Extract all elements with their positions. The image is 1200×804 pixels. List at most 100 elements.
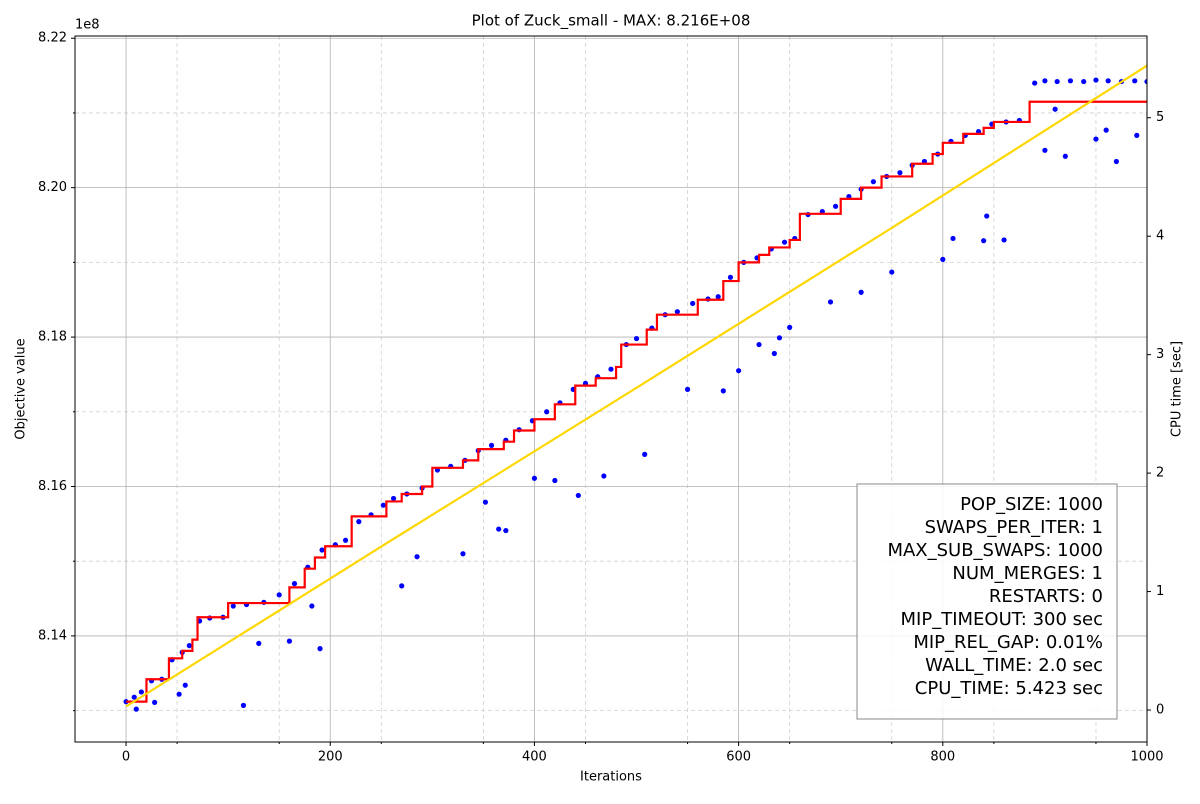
scatter-point bbox=[720, 388, 726, 394]
y-axis-label: Objective value bbox=[14, 338, 29, 439]
scatter-point bbox=[601, 473, 607, 479]
scatter-point bbox=[756, 341, 762, 348]
scatter-point bbox=[460, 551, 466, 557]
scatter-point bbox=[870, 179, 876, 185]
text-box-line: RESTARTS: 0 bbox=[989, 586, 1103, 607]
x-axis-label: Iterations bbox=[580, 770, 642, 785]
text-box-line: NUM_MERGES: 1 bbox=[952, 563, 1103, 584]
scatter-point bbox=[482, 499, 489, 505]
scatter-point bbox=[342, 537, 349, 543]
scatter-point bbox=[1052, 106, 1058, 112]
scatter-point bbox=[286, 638, 292, 644]
text-box-line: MAX_SUB_SWAPS: 1000 bbox=[887, 540, 1103, 561]
y-tick-label: 8.16 bbox=[38, 479, 67, 494]
scatter-point bbox=[897, 170, 903, 176]
scatter-point bbox=[240, 702, 247, 708]
scatter-point bbox=[715, 294, 721, 300]
scatter-point bbox=[256, 640, 262, 646]
y-tick-label: 8.18 bbox=[38, 330, 67, 345]
text-box-line: MIP_REL_GAP: 0.01% bbox=[913, 632, 1103, 653]
x-tick-label: 0 bbox=[122, 750, 130, 765]
scatter-point bbox=[496, 526, 502, 532]
scatter-point bbox=[1105, 78, 1111, 84]
chart-title: Plot of Zuck_small - MAX: 8.216E+08 bbox=[472, 12, 751, 31]
step-line bbox=[126, 100, 1147, 703]
scatter-point bbox=[291, 581, 298, 587]
x-tick-label: 400 bbox=[522, 750, 547, 765]
scatter-point bbox=[1093, 77, 1099, 83]
y-tick-label: 8.22 bbox=[38, 31, 67, 46]
scatter-point bbox=[319, 547, 325, 553]
scatter-point bbox=[984, 213, 990, 219]
scatter-point bbox=[317, 646, 323, 652]
scatter-point bbox=[176, 691, 182, 697]
scatter-point bbox=[399, 583, 405, 589]
scatter-point bbox=[690, 300, 696, 307]
scatter-point bbox=[380, 502, 386, 508]
scatter-point bbox=[1054, 78, 1060, 85]
scatter-point bbox=[390, 495, 397, 502]
scatter-point bbox=[1067, 78, 1074, 84]
scatter-point bbox=[552, 477, 558, 484]
scatter-point bbox=[138, 689, 144, 695]
scatter-point bbox=[981, 238, 987, 244]
y2-tick-label: 5 bbox=[1156, 110, 1164, 125]
x-tick-label: 200 bbox=[318, 750, 343, 765]
scatter-point bbox=[776, 335, 783, 341]
scatter-point bbox=[1062, 153, 1068, 159]
scatter-point bbox=[133, 706, 139, 712]
scatter-point bbox=[531, 475, 538, 481]
scatter-point bbox=[356, 519, 362, 525]
scatter-point bbox=[1132, 78, 1138, 84]
scatter-point bbox=[1113, 158, 1119, 165]
scatter-point bbox=[674, 309, 680, 315]
y2-tick-label: 4 bbox=[1156, 229, 1164, 244]
scatter-point bbox=[889, 269, 895, 275]
scatter-point bbox=[575, 492, 581, 499]
scatter-point bbox=[950, 235, 956, 242]
text-box-line: POP_SIZE: 1000 bbox=[960, 494, 1103, 515]
scatter-point bbox=[276, 592, 282, 598]
x-tick-label: 600 bbox=[726, 750, 751, 765]
scatter-point bbox=[152, 699, 158, 706]
scatter-point bbox=[309, 603, 315, 609]
y2-tick-label: 2 bbox=[1156, 466, 1164, 481]
text-box-line: MIP_TIMEOUT: 300 sec bbox=[901, 609, 1103, 630]
x-tick-label: 1000 bbox=[1130, 750, 1163, 765]
plot-frame bbox=[74, 35, 1148, 743]
plot-area bbox=[123, 64, 1147, 712]
scatter-point bbox=[727, 274, 734, 280]
text-box bbox=[856, 483, 1118, 720]
scatter-point bbox=[642, 451, 648, 457]
scatter-point bbox=[858, 289, 864, 295]
y-offset-label: 1e8 bbox=[75, 18, 100, 33]
y2-tick-label: 1 bbox=[1156, 584, 1164, 599]
scatter-point bbox=[1093, 136, 1099, 142]
scatter-point bbox=[182, 682, 188, 688]
scatter-point bbox=[684, 386, 691, 392]
scatter-point bbox=[1144, 78, 1147, 85]
scatter-point bbox=[608, 366, 614, 372]
line bbox=[125, 64, 1147, 708]
text-box-line: SWAPS_PER_ITER: 1 bbox=[925, 517, 1103, 538]
scatter-point bbox=[833, 203, 839, 209]
scatter-point bbox=[488, 442, 495, 449]
text-box-line: CPU_TIME: 5.423 sec bbox=[915, 678, 1103, 699]
scatter-point bbox=[1042, 78, 1048, 84]
scatter-point bbox=[1042, 147, 1048, 153]
y2-tick-label: 3 bbox=[1156, 347, 1164, 362]
scatter-point bbox=[1081, 78, 1087, 85]
y-tick-label: 8.14 bbox=[38, 628, 67, 643]
y2-tick-label: 0 bbox=[1156, 703, 1164, 718]
scatter-point bbox=[827, 299, 834, 305]
x-tick-label: 800 bbox=[930, 750, 955, 765]
scatter-point bbox=[633, 335, 640, 342]
scatter-point bbox=[1001, 237, 1007, 243]
y2-axis-label: CPU time [sec] bbox=[1170, 341, 1185, 437]
scatter-point bbox=[771, 350, 777, 357]
scatter-point bbox=[186, 643, 192, 649]
scatter-point bbox=[1134, 132, 1140, 138]
scatter-point bbox=[1103, 127, 1109, 133]
